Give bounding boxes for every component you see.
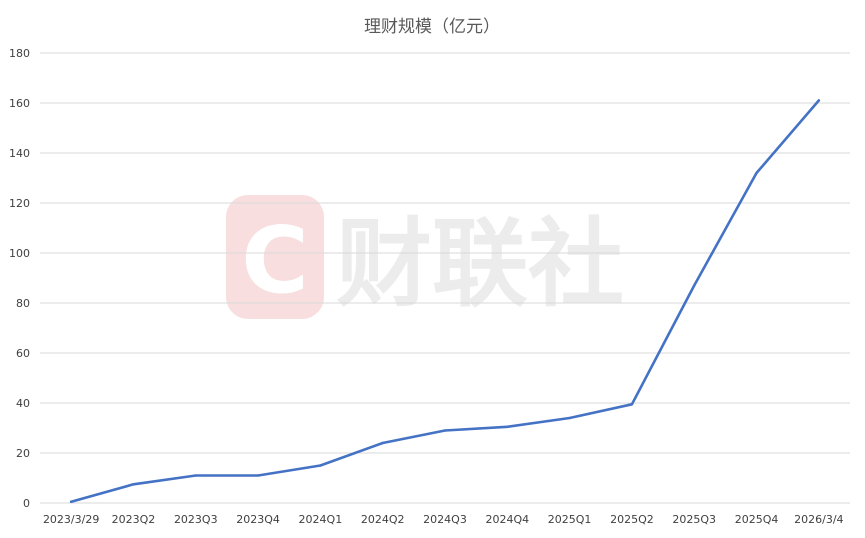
watermark-logo-icon bbox=[226, 195, 324, 319]
data-point bbox=[381, 441, 384, 445]
series-group bbox=[69, 99, 821, 504]
data-point bbox=[506, 425, 509, 428]
y-tick-label: 160 bbox=[9, 97, 30, 110]
data-point bbox=[132, 483, 135, 486]
data-point bbox=[319, 464, 322, 467]
y-tick-label: 100 bbox=[9, 247, 30, 260]
x-tick-label: 2024Q3 bbox=[423, 513, 467, 526]
x-tick-label: 2024Q1 bbox=[299, 513, 343, 526]
x-tick-label: 2026/3/4 bbox=[794, 513, 843, 526]
x-tick-label: 2025Q2 bbox=[610, 513, 654, 526]
data-point bbox=[69, 500, 73, 503]
x-tick-label: 2024Q2 bbox=[361, 513, 405, 526]
y-tick-label: 20 bbox=[16, 447, 30, 460]
data-point bbox=[443, 429, 447, 432]
y-axis: 0 20 40 60 80 100 120 140 160 180 bbox=[9, 47, 30, 510]
data-point bbox=[817, 99, 821, 102]
data-point bbox=[630, 403, 634, 406]
x-tick-label: 2023Q3 bbox=[174, 513, 218, 526]
x-tick-label: 2023Q4 bbox=[236, 513, 280, 526]
x-tick-label: 2023/3/29 bbox=[43, 513, 99, 526]
data-point bbox=[194, 474, 197, 477]
x-axis: 2023/3/29 2023Q2 2023Q3 2023Q4 2024Q1 2024Q2 2… bbox=[43, 513, 844, 526]
data-point bbox=[568, 416, 571, 420]
y-tick-label: 60 bbox=[16, 347, 30, 360]
x-tick-label: 2025Q4 bbox=[735, 513, 779, 526]
watermark-text: 财联社 bbox=[336, 208, 624, 320]
y-tick-label: 0 bbox=[23, 497, 30, 510]
data-point bbox=[693, 284, 696, 287]
chart-title: 理财规模（亿元） bbox=[364, 17, 500, 37]
y-tick-label: 140 bbox=[9, 147, 30, 160]
x-tick-label: 2023Q2 bbox=[112, 513, 156, 526]
y-tick-label: 180 bbox=[9, 47, 30, 60]
watermark: C 财联社 bbox=[226, 195, 624, 320]
gridlines bbox=[40, 52, 850, 504]
x-tick-label: 2025Q3 bbox=[672, 513, 716, 526]
x-tick-label: 2025Q1 bbox=[548, 513, 592, 526]
x-tick-label: 2024Q4 bbox=[485, 513, 529, 526]
y-tick-label: 120 bbox=[9, 197, 30, 210]
y-tick-label: 80 bbox=[16, 297, 30, 310]
data-point bbox=[256, 474, 260, 477]
watermark-logo-letter: C bbox=[241, 207, 309, 314]
data-point bbox=[755, 171, 758, 175]
y-tick-label: 40 bbox=[16, 397, 30, 410]
